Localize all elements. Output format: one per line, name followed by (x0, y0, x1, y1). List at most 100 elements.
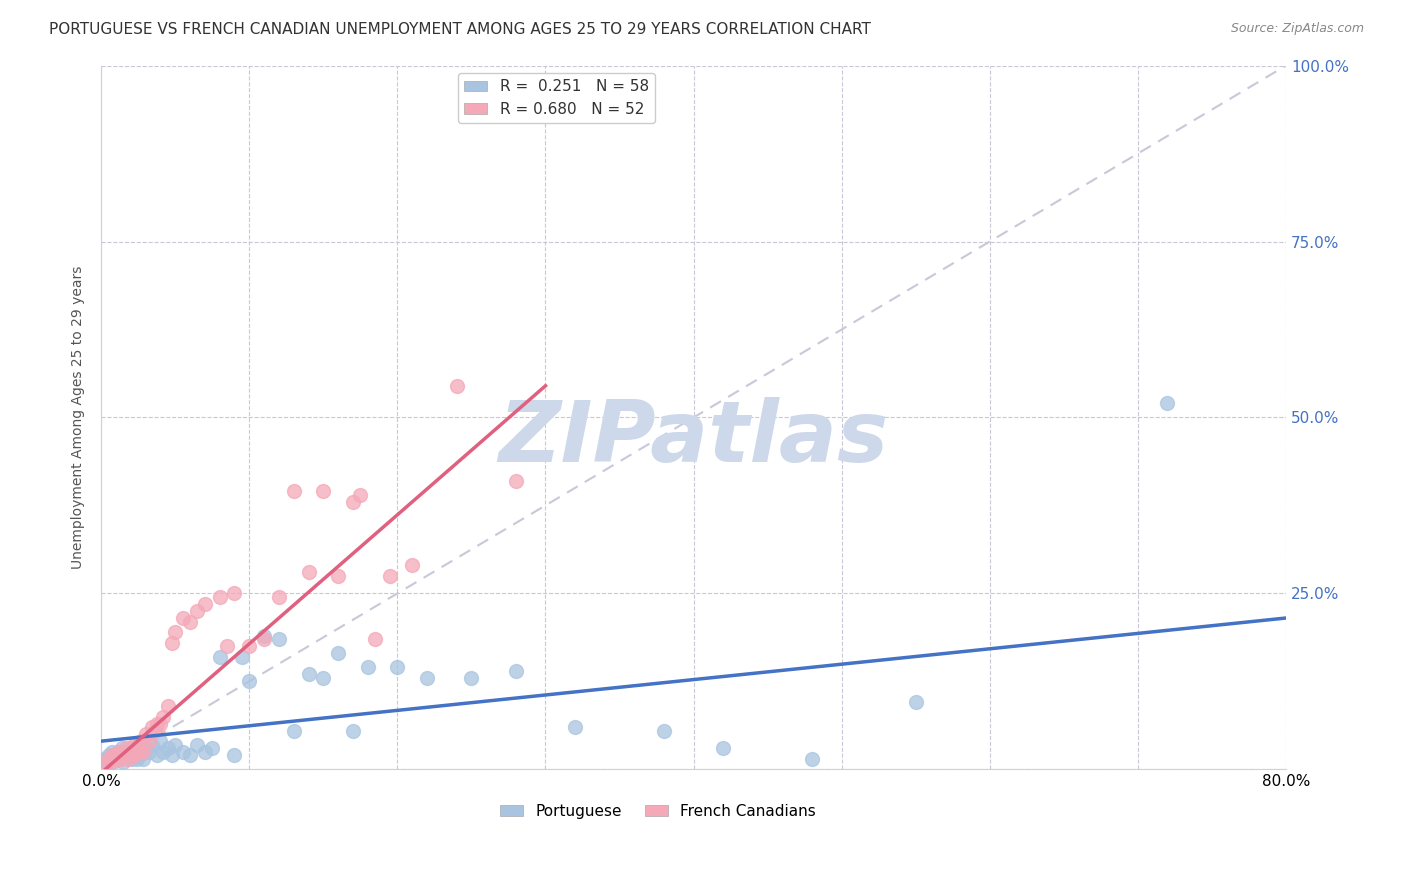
Point (100, 748, 122, 763)
Point (146, 748, 169, 763)
Point (114, 745, 136, 759)
Point (328, 568, 350, 582)
Point (156, 741, 179, 756)
Point (98, 756, 121, 770)
Point (165, 738, 187, 752)
Point (112, 756, 135, 770)
Point (162, 748, 184, 763)
Point (208, 590, 231, 604)
Point (105, 748, 128, 763)
Point (97, 748, 120, 763)
Point (138, 745, 160, 759)
Point (120, 745, 142, 759)
Point (127, 741, 149, 756)
Point (101, 756, 124, 770)
Point (283, 484, 305, 499)
Point (387, 660, 409, 674)
Point (108, 748, 131, 763)
Point (96, 756, 118, 770)
Point (378, 568, 401, 582)
Point (138, 734, 160, 748)
Point (349, 488, 371, 502)
Point (253, 632, 276, 647)
Text: PORTUGUESE VS FRENCH CANADIAN UNEMPLOYMENT AMONG AGES 25 TO 29 YEARS CORRELATION: PORTUGUESE VS FRENCH CANADIAN UNEMPLOYME… (49, 22, 872, 37)
Text: ZIPatlas: ZIPatlas (499, 397, 889, 480)
Point (505, 664, 527, 678)
Point (267, 590, 290, 604)
Point (112, 745, 135, 759)
Legend: Portuguese, French Canadians: Portuguese, French Canadians (495, 797, 823, 825)
Point (94, 756, 117, 770)
Point (121, 752, 143, 766)
Point (186, 738, 208, 752)
Point (127, 738, 149, 752)
Point (238, 639, 260, 653)
Point (283, 723, 305, 738)
Point (122, 738, 145, 752)
Point (364, 632, 387, 647)
Point (135, 727, 157, 741)
Point (194, 597, 217, 611)
Point (194, 745, 217, 759)
Point (131, 752, 153, 766)
Point (101, 752, 124, 766)
Point (124, 748, 146, 763)
Point (129, 734, 152, 748)
Point (505, 474, 527, 488)
Point (224, 748, 246, 763)
Point (146, 716, 169, 731)
Point (117, 752, 139, 766)
Point (141, 720, 163, 734)
Point (312, 671, 335, 685)
Point (416, 671, 439, 685)
Point (162, 635, 184, 649)
Point (165, 625, 187, 640)
Point (186, 604, 208, 618)
Point (97, 752, 120, 766)
Point (179, 615, 201, 629)
Point (1156, 396, 1178, 410)
Point (460, 671, 482, 685)
Point (652, 723, 675, 738)
Point (107, 752, 129, 766)
Point (342, 495, 364, 509)
Point (208, 649, 231, 664)
Point (128, 748, 150, 763)
Point (328, 646, 350, 660)
Point (121, 748, 143, 763)
Point (904, 696, 927, 710)
Point (564, 720, 586, 734)
Point (238, 674, 260, 689)
Point (115, 741, 138, 756)
Point (224, 586, 246, 600)
Point (217, 639, 239, 653)
Point (120, 741, 142, 756)
Point (131, 745, 153, 759)
Point (149, 734, 172, 748)
Point (122, 745, 145, 759)
Point (297, 566, 319, 580)
Point (156, 698, 179, 713)
Point (108, 745, 131, 759)
Point (125, 752, 148, 766)
Point (110, 752, 132, 766)
Point (342, 723, 364, 738)
Point (297, 667, 319, 681)
Point (114, 748, 136, 763)
Point (98, 752, 121, 766)
Point (107, 745, 129, 759)
Point (117, 748, 139, 763)
Point (401, 558, 423, 573)
Point (105, 752, 128, 766)
Point (152, 745, 174, 759)
Point (93, 752, 115, 766)
Point (312, 484, 335, 499)
Point (149, 716, 172, 731)
Y-axis label: Unemployment Among Ages 25 to 29 years: Unemployment Among Ages 25 to 29 years (72, 266, 86, 569)
Point (711, 741, 734, 756)
Point (253, 629, 276, 643)
Point (172, 611, 194, 625)
Point (152, 709, 174, 723)
Point (135, 741, 157, 756)
Point (801, 752, 824, 766)
